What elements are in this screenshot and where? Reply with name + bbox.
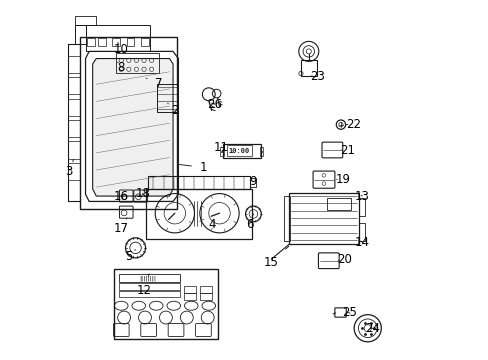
Bar [119, 291, 180, 297]
Text: 13: 13 [354, 190, 369, 203]
Bar [75, 24, 85, 44]
Text: 16: 16 [114, 190, 128, 203]
Text: 2: 2 [167, 103, 178, 117]
Bar [200, 286, 212, 293]
Text: 20: 20 [336, 253, 351, 266]
Text: 24: 24 [365, 322, 380, 335]
Text: 25: 25 [342, 306, 357, 319]
Bar [326, 198, 350, 210]
Bar [220, 147, 224, 151]
Text: 10: 10 [114, 42, 128, 56]
Bar [223, 144, 260, 158]
Bar [148, 176, 249, 189]
Bar [67, 141, 80, 158]
Bar [126, 38, 134, 46]
Text: 22: 22 [345, 118, 360, 131]
Bar [300, 60, 316, 76]
Bar [67, 77, 80, 94]
Text: 26: 26 [206, 98, 221, 111]
Text: 3: 3 [65, 159, 74, 177]
Text: 12: 12 [137, 274, 152, 297]
Bar [116, 53, 159, 73]
Bar [259, 147, 263, 151]
Text: 23: 23 [310, 70, 325, 83]
Bar [87, 38, 95, 46]
Bar [183, 293, 196, 300]
Bar [112, 38, 120, 46]
Bar [119, 283, 180, 290]
Bar [119, 274, 180, 282]
Bar [183, 286, 196, 293]
Text: 4: 4 [200, 218, 216, 231]
Bar [157, 84, 176, 112]
Bar [283, 196, 290, 242]
Text: 1: 1 [177, 161, 207, 174]
Bar [67, 99, 80, 116]
Bar [85, 24, 149, 51]
Bar [226, 145, 251, 157]
Bar [200, 293, 212, 300]
Polygon shape [93, 59, 173, 196]
Bar [358, 198, 365, 216]
Bar [249, 178, 256, 187]
Bar [67, 163, 80, 180]
Text: 11: 11 [213, 141, 228, 154]
Bar [259, 152, 263, 156]
Bar [114, 269, 217, 339]
Text: 17: 17 [114, 218, 128, 235]
Bar [67, 56, 80, 73]
Bar [358, 223, 365, 241]
Text: 18: 18 [135, 187, 150, 200]
Bar [67, 120, 80, 137]
Bar [288, 193, 358, 244]
Bar [98, 38, 106, 46]
Bar [141, 38, 148, 46]
Text: 5: 5 [124, 249, 135, 263]
Text: 14: 14 [354, 236, 369, 249]
Text: 10:00: 10:00 [228, 148, 249, 154]
Bar [75, 16, 96, 24]
Text: ||||||||: |||||||| [139, 275, 156, 281]
Text: 6: 6 [245, 214, 253, 231]
Text: 7: 7 [146, 77, 162, 90]
Text: 21: 21 [340, 144, 355, 157]
Text: 9: 9 [249, 175, 257, 188]
Text: 8: 8 [117, 61, 125, 74]
Text: 19: 19 [335, 173, 349, 186]
Text: 15: 15 [264, 246, 288, 269]
Bar [220, 152, 224, 156]
